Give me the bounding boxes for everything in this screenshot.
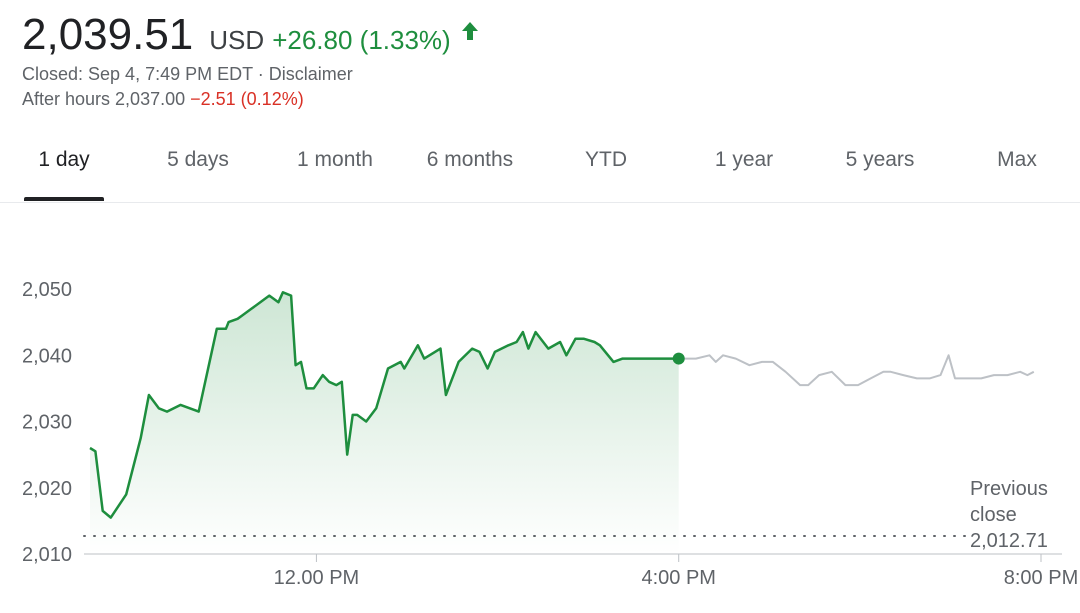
previous-close-label-line2: close [970,504,1017,526]
tab-max[interactable]: Max [997,148,1037,171]
y-tick-label: 2,040 [22,345,72,367]
x-tick-label: 12.00 PM [274,567,360,589]
y-tick-label: 2,010 [22,544,72,566]
current-price: 2,039.51 [22,10,194,59]
current-price-dot [672,352,685,365]
after-hours-price: After hours 2,037.00 [22,89,186,109]
tab-1-month[interactable]: 1 month [297,148,373,171]
arrow-up-icon [461,22,478,40]
after-hours-change: −2.51 (0.12%) [190,89,304,109]
tab-1-day[interactable]: 1 day [38,148,90,171]
y-tick-label: 2,020 [22,478,72,500]
disclaimer-link[interactable]: Disclaimer [268,64,353,84]
after-hours-line [678,354,1035,387]
x-tick-label: 8:00 PM [1004,567,1078,589]
tab-5-years[interactable]: 5 years [845,148,915,171]
price-chart[interactable]: 2,050 2,040 2,030 2,020 2,010 12.00 PM 4:00 P… [0,202,1080,613]
tab-ytd[interactable]: YTD [585,148,627,171]
after-hours-quote: After hours 2,037.00 −2.51 (0.12%) [22,89,1062,110]
currency-label: USD [209,25,265,55]
tab-5-days[interactable]: 5 days [167,148,229,171]
y-tick-label: 2,030 [22,412,72,434]
quote-header: 2,039.51 USD +26.80 (1.33%) Closed: Sep … [22,10,1062,110]
price-row: 2,039.51 USD +26.80 (1.33%) [22,10,1062,60]
previous-close-value: 2,012.71 [970,530,1048,552]
market-status: Closed: Sep 4, 7:49 PM EDT · Disclaimer [22,64,1062,85]
meta-separator: · [252,64,269,84]
tab-1-year[interactable]: 1 year [714,148,774,171]
active-tab-indicator [24,197,104,201]
x-tick-label: 4:00 PM [641,567,715,589]
regular-hours-area [90,292,679,554]
closed-time: Closed: Sep 4, 7:49 PM EDT [22,64,253,84]
price-change: +26.80 (1.33%) [272,25,451,55]
regular-hours-line [89,291,679,519]
previous-close-label-line1: Previous [970,478,1048,500]
tab-6-months[interactable]: 6 months [426,148,514,171]
range-tabs: 1 day 5 days 1 month 6 months YTD 1 year… [0,140,1080,203]
y-tick-label: 2,050 [22,279,72,301]
